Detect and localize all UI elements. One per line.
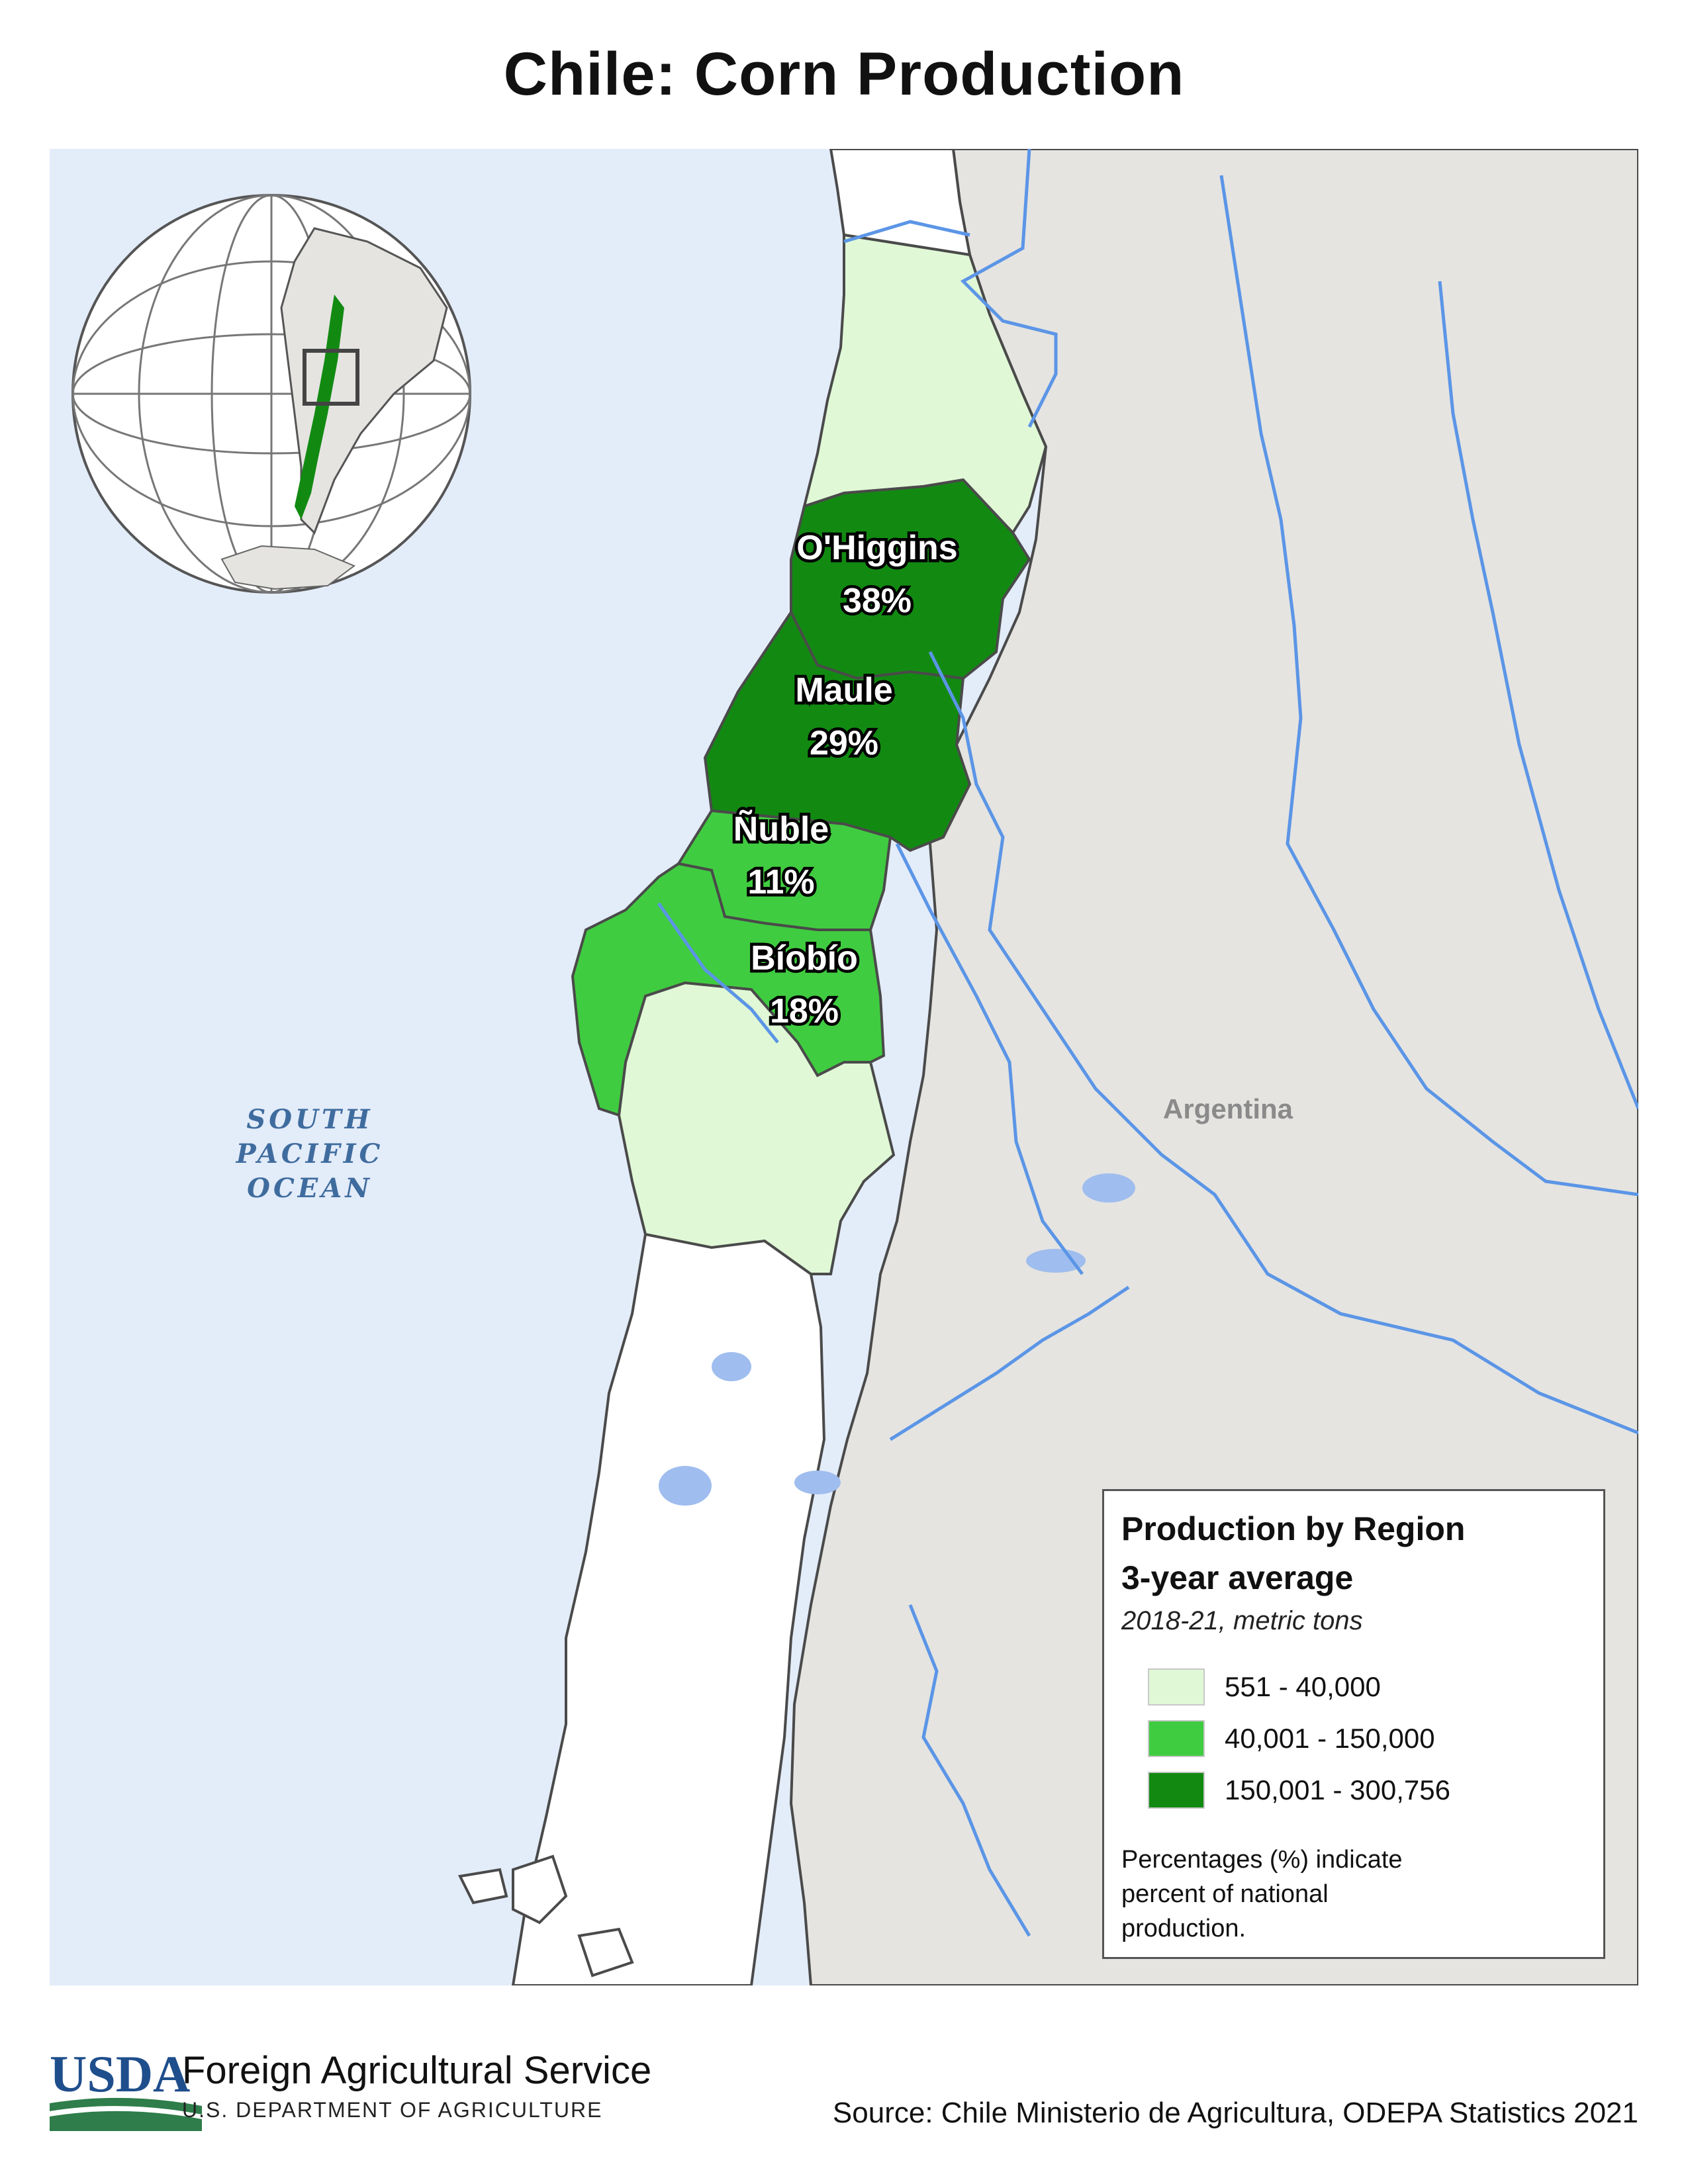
legend-item: 40,001 - 150,000 [1148,1713,1586,1764]
lake-4 [1082,1173,1135,1203]
legend-item-label: 150,001 - 300,756 [1225,1774,1450,1805]
source-citation: Source: Chile Ministerio de Agricultura,… [832,2097,1638,2129]
map-legend: Production by Region 3-year average 2018… [1102,1489,1605,1959]
globe-locator-box [303,349,359,406]
island-south-3 [458,1868,508,1905]
legend-subtitle: 2018-21, metric tons [1121,1606,1363,1635]
region-label-nuble-pct: 11% [747,863,814,901]
legend-item: 551 - 40,000 [1148,1661,1586,1713]
island-south-1 [512,1854,568,1925]
region-label-nuble-name: Ñuble [733,809,829,848]
map-title: Chile: Corn Production [503,40,1185,108]
river-6 [889,1285,1130,1441]
usda-logo-text: USDA [50,2045,190,2103]
river-4 [895,842,1084,1275]
rivers [657,149,1638,1937]
region-label-biobio-pct: 18% [770,992,839,1030]
river-9 [843,220,970,244]
ocean-label-line3: OCEAN [247,1173,373,1204]
legend-item: 150,001 - 300,756 [1148,1764,1586,1816]
country-label-argentina: Argentina [1163,1093,1293,1124]
lake-3 [794,1471,841,1494]
region-label-ohiggins-name: O'Higgins [796,529,957,567]
river-2 [1219,175,1638,1197]
globe-locator [71,194,471,594]
river-5 [1438,281,1638,1109]
globe-antarctica [220,545,355,590]
region-label-biobio-name: Bíobío [751,939,858,978]
lake-5 [1026,1249,1086,1273]
usda-logo: USDA [50,2045,202,2131]
legend-swatch-low [1148,1668,1205,1706]
legend-title-line2: 3-year average [1121,1559,1354,1596]
legend-swatch-high [1148,1772,1205,1809]
lake-2 [659,1466,712,1506]
department-name: U.S. DEPARTMENT OF AGRICULTURE [182,2098,603,2122]
region-biobio [571,862,886,1117]
river-1 [960,149,1058,428]
region-maule [703,610,972,852]
agency-name: Foreign Agricultural Service [182,2049,652,2092]
legend-item-label: 40,001 - 150,000 [1225,1723,1435,1754]
legend-swatch-mid [1148,1720,1205,1757]
region-label-maule-pct: 29% [810,724,878,762]
region-label-ohiggins-pct: 38% [843,582,912,620]
island-south-2 [577,1927,634,1978]
globe-south-america [280,227,448,535]
lake-1 [712,1352,751,1381]
legend-note: Percentages (%) indicate percent of nati… [1121,1846,1403,1942]
chile-white-south [511,1232,826,1985]
ocean-label-line2: PACIFIC [236,1138,384,1169]
river-3 [928,651,1638,1435]
legend-items: 551 - 40,000 40,001 - 150,000 150,001 - … [1148,1661,1586,1816]
river-8 [657,902,779,1044]
river-7 [908,1604,1031,1937]
ocean-label-line1: SOUTH [246,1104,373,1135]
legend-item-label: 551 - 40,000 [1225,1671,1381,1702]
legend-title-line1: Production by Region [1121,1510,1466,1547]
region-label-maule-name: Maule [795,671,892,709]
